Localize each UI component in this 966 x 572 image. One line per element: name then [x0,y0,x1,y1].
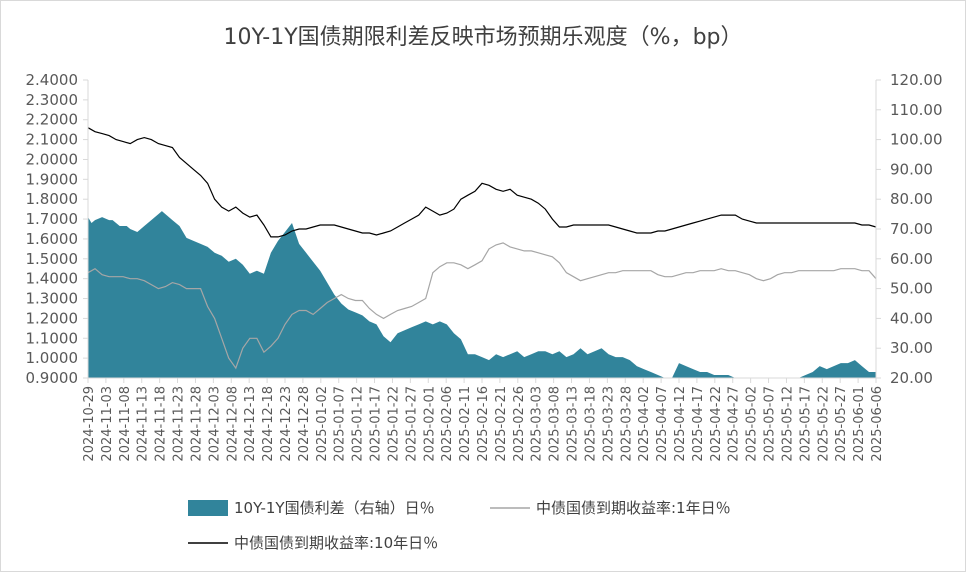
right-tick-label: 20.00 [890,369,933,387]
x-tick-label: 2024-11-03 [100,386,115,462]
left-tick-label: 1.6000 [26,230,79,248]
left-tick-label: 1.2000 [26,309,79,327]
x-tick-label: 2025-04-12 [673,386,688,462]
x-tick-label: 2024-12-08 [225,386,240,462]
left-tick-label: 1.7000 [26,210,79,228]
x-tick-label: 2025-03-28 [619,386,634,462]
x-tick-label: 2024-11-18 [154,386,169,462]
x-tick-label: 2025-05-22 [816,386,831,462]
left-tick-label: 1.4000 [26,270,79,288]
x-tick-label: 2025-05-12 [781,386,796,462]
x-tick-label: 2025-06-01 [852,386,867,462]
x-tick-label: 2025-05-07 [763,386,778,462]
x-tick-label: 2025-03-08 [548,386,563,462]
right-tick-label: 50.00 [890,280,933,298]
series-spread-area [88,211,876,378]
x-tick-label: 2025-01-12 [351,386,366,462]
left-tick-label: 2.0000 [26,150,79,168]
x-tick-label: 2025-04-27 [727,386,742,462]
right-tick-label: 100.00 [890,131,943,149]
left-tick-label: 1.5000 [26,250,79,268]
x-tick-label: 2025-03-13 [566,386,581,462]
right-tick-label: 70.00 [890,220,933,238]
right-tick-label: 90.00 [890,160,933,178]
left-tick-label: 2.3000 [26,91,79,109]
x-tick-label: 2024-12-13 [243,386,258,462]
legend-item: 10Y-1Y国债利差（右轴）日％ [188,499,435,517]
x-tick-label: 2025-04-07 [655,386,670,462]
right-tick-label: 120.00 [890,71,943,89]
right-tick-label: 80.00 [890,190,933,208]
legend-label: 中债国债到期收益率:10年日％ [234,534,438,552]
legend-item: 中债国债到期收益率:1年日％ [490,499,731,517]
x-tick-label: 2025-03-18 [584,386,599,462]
x-tick-label: 2025-01-07 [333,386,348,462]
x-tick-label: 2025-01-17 [369,386,384,462]
right-axis: 20.00 30.00 40.00 50.00 60.00 70.00 80.00 90.00… [875,71,943,387]
x-tick-label: 2025-02-01 [422,386,437,462]
x-tick-label: 2024-11-08 [118,386,133,462]
x-tick-label: 2025-05-02 [745,386,760,462]
x-tick-label: 2025-05-17 [798,386,813,462]
left-tick-label: 2.1000 [26,131,79,149]
x-tick-label: 2025-02-21 [494,386,509,462]
x-tick-label: 2025-01-27 [404,386,419,462]
x-tick-label: 2025-01-02 [315,386,330,462]
right-tick-label: 60.00 [890,250,933,268]
legend-swatch [188,500,228,516]
x-tick-label: 2025-04-02 [637,386,652,462]
x-tick-label: 2025-03-03 [530,386,545,462]
series-1y-yield-line [87,242,877,370]
x-tick-label: 2025-04-22 [709,386,724,462]
series-10y-yield-line [87,127,877,238]
x-tick-label: 2024-12-28 [297,386,312,462]
x-tick-label: 2024-12-03 [207,386,222,462]
left-tick-label: 1.8000 [26,190,79,208]
x-tick-label: 2024-12-23 [279,386,294,462]
x-tick-label: 2024-10-29 [82,386,97,462]
chart-title: 10Y-1Y国债期限利差反映市场预期乐观度（%，bp） [223,25,742,50]
left-tick-label: 0.9000 [26,369,79,387]
x-tick-label: 2025-02-16 [476,386,491,462]
right-tick-label: 110.00 [890,101,943,119]
legend: 10Y-1Y国债利差（右轴）日％ 中债国债到期收益率:1年日％ 中债国债到期收益率:… [188,499,731,552]
right-tick-label: 40.00 [890,309,933,327]
x-tick-label: 2025-02-11 [458,386,473,462]
x-tick-label: 2025-06-06 [870,386,885,462]
plot-area [87,127,877,378]
x-tick-label: 2024-11-23 [172,386,187,462]
x-tick-label: 2025-03-23 [601,386,616,462]
legend-label: 中债国债到期收益率:1年日％ [536,499,731,517]
left-tick-label: 2.4000 [26,71,79,89]
x-tick-label: 2025-04-17 [691,386,706,462]
left-tick-label: 1.3000 [26,290,79,308]
left-tick-label: 1.9000 [26,170,79,188]
x-tick-label: 2024-12-18 [261,386,276,462]
x-tick-label: 2025-02-26 [512,386,527,462]
left-tick-label: 1.1000 [26,329,79,347]
left-tick-label: 2.2000 [26,111,79,129]
x-tick-label: 2025-01-22 [387,386,402,462]
x-axis: 2024-10-29 2024-11-03 2024-11-08 2024-11-13… [82,377,885,462]
legend-item: 中债国债到期收益率:10年日％ [188,534,438,552]
x-tick-label: 2025-05-27 [834,386,849,462]
x-tick-label: 2024-11-28 [190,386,205,462]
left-tick-label: 1.0000 [26,349,79,367]
right-tick-label: 30.00 [890,339,933,357]
x-tick-label: 2024-11-13 [136,386,151,462]
x-tick-label: 2025-02-06 [440,386,455,462]
legend-label: 10Y-1Y国债利差（右轴）日％ [234,499,435,517]
